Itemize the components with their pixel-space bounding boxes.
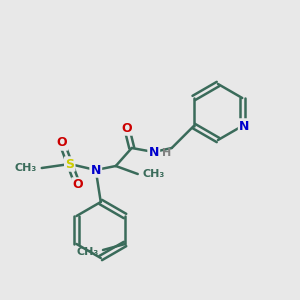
Text: N: N	[239, 119, 249, 133]
Text: O: O	[72, 178, 83, 191]
Text: N: N	[91, 164, 101, 176]
Text: CH₃: CH₃	[143, 169, 165, 179]
Text: O: O	[122, 122, 132, 134]
Text: CH₃: CH₃	[77, 247, 99, 257]
Text: CH₃: CH₃	[14, 163, 37, 173]
Text: H: H	[162, 148, 171, 158]
Text: S: S	[65, 158, 74, 170]
Text: O: O	[56, 136, 67, 149]
Text: N: N	[148, 146, 159, 158]
